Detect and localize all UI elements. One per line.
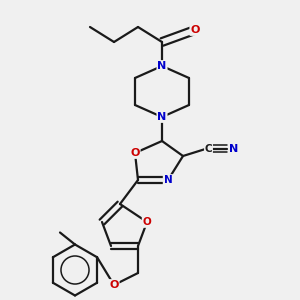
Text: O: O [130, 148, 140, 158]
Text: N: N [158, 112, 166, 122]
Text: O: O [109, 280, 119, 290]
Text: O: O [190, 25, 200, 35]
Text: O: O [142, 217, 152, 227]
Text: N: N [164, 175, 172, 185]
Text: C: C [205, 143, 212, 154]
Text: N: N [158, 61, 166, 71]
Text: N: N [230, 143, 239, 154]
